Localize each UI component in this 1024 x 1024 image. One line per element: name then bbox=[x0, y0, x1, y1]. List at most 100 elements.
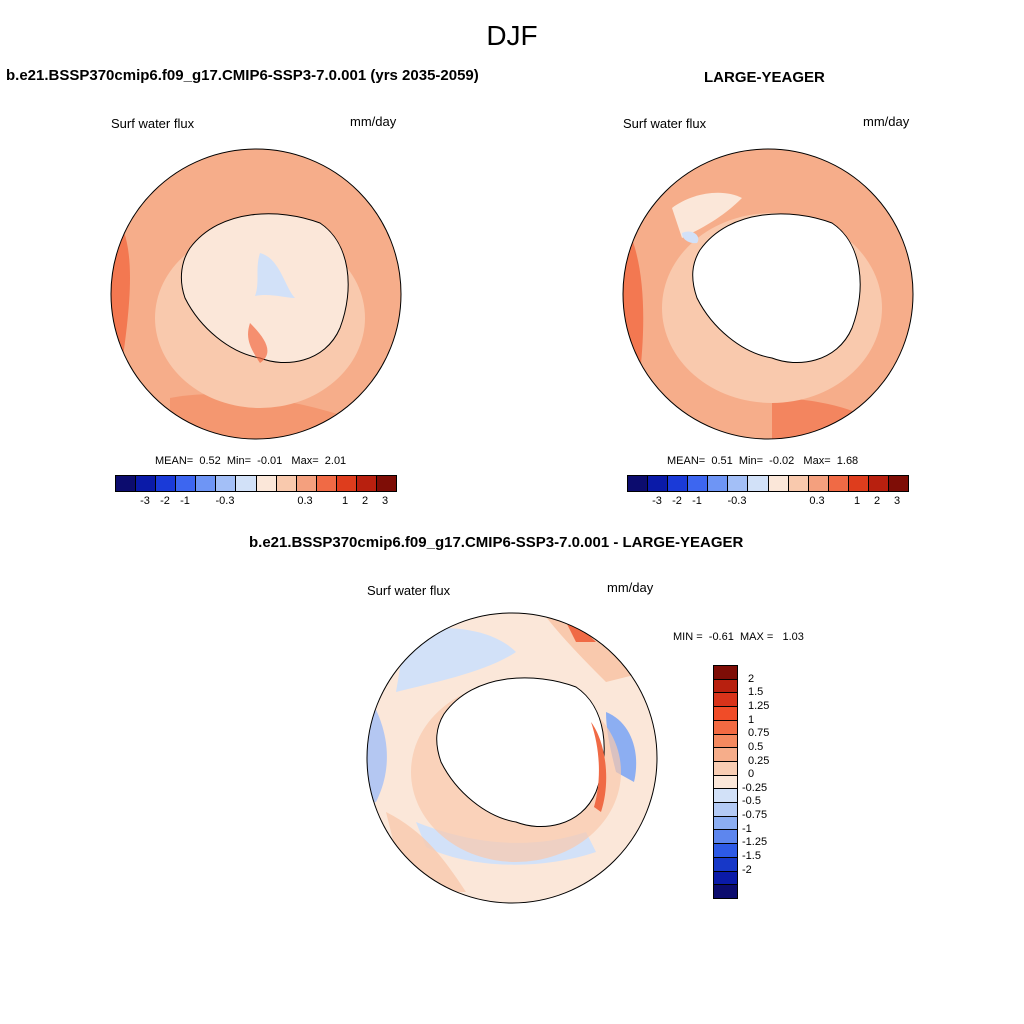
panel3-min: -0.61 bbox=[708, 631, 734, 643]
colorbar-swatch bbox=[116, 476, 137, 491]
colorbar-swatch bbox=[714, 871, 737, 886]
panel3-colorbar bbox=[713, 665, 738, 899]
panel3-stats: MIN = -0.61 MAX = 1.03 bbox=[673, 631, 804, 643]
colorbar-tick-label: -0.3 bbox=[215, 495, 235, 507]
panel3-min-label: MIN = bbox=[673, 631, 703, 643]
colorbar-tick-label: -3 bbox=[140, 495, 150, 507]
panel3-colorbar-ticks: 2 1.5 1.25 1 0.75 0.5 0.25 0 -0.25 -0.5 -0.75 -1 -1.… bbox=[742, 665, 785, 899]
colorbar-swatch bbox=[136, 476, 157, 491]
panel1-variable: Surf water flux bbox=[111, 116, 195, 131]
panel2-max-label: Max= bbox=[803, 455, 831, 467]
colorbar-tick-label: -1.5 bbox=[742, 850, 761, 863]
colorbar-tick-label: -0.3 bbox=[727, 495, 747, 507]
colorbar-swatch bbox=[714, 857, 737, 872]
colorbar-swatch bbox=[768, 476, 789, 491]
colorbar-swatch bbox=[176, 476, 197, 491]
panel1-max: 2.01 bbox=[324, 455, 347, 467]
colorbar-tick-label: 1 bbox=[341, 495, 349, 507]
colorbar-swatch bbox=[708, 476, 729, 491]
colorbar-swatch bbox=[377, 476, 397, 491]
panel3-map bbox=[366, 612, 658, 904]
colorbar-tick-label: -1 bbox=[692, 495, 702, 507]
panel1-units: mm/day bbox=[350, 114, 397, 129]
panel2-mean: 0.51 bbox=[711, 455, 733, 467]
colorbar-swatch bbox=[714, 775, 737, 790]
colorbar-tick-label: -3 bbox=[652, 495, 662, 507]
colorbar-swatch bbox=[828, 476, 849, 491]
colorbar-tick-label: -2 bbox=[160, 495, 170, 507]
colorbar-tick-label: -0.25 bbox=[742, 781, 768, 794]
panel2-min-label: Min= bbox=[738, 455, 764, 467]
panel1-min: -0.01 bbox=[257, 455, 283, 467]
panel2-colorbar bbox=[627, 475, 909, 492]
colorbar-swatch bbox=[296, 476, 317, 491]
colorbar-tick-label: -2 bbox=[672, 495, 682, 507]
panel2-antarctica bbox=[692, 213, 861, 364]
colorbar-tick-label: 0.5 bbox=[748, 740, 764, 753]
colorbar-swatch bbox=[216, 476, 237, 491]
panel2-stats: MEAN= 0.51 Min= -0.02 Max= 1.68 bbox=[667, 455, 858, 467]
panel2-mean-label: MEAN= bbox=[667, 455, 706, 467]
colorbar-swatch bbox=[628, 476, 649, 491]
colorbar-tick-label: 0.25 bbox=[748, 754, 770, 767]
panel3-max: 1.03 bbox=[782, 631, 804, 643]
colorbar-swatch bbox=[196, 476, 217, 491]
colorbar-swatch bbox=[276, 476, 297, 491]
colorbar-tick-label: -1 bbox=[742, 822, 752, 835]
colorbar-swatch bbox=[728, 476, 749, 491]
panel3-max-label: MAX = bbox=[739, 631, 774, 643]
panel1-colorbar bbox=[115, 475, 397, 492]
colorbar-swatch bbox=[748, 476, 769, 491]
panel2-min: -0.02 bbox=[769, 455, 795, 467]
colorbar-swatch bbox=[714, 789, 737, 804]
colorbar-swatch bbox=[714, 679, 737, 694]
panel3-units: mm/day bbox=[607, 580, 654, 595]
colorbar-swatch bbox=[868, 476, 890, 491]
panel1-min-label: Min= bbox=[226, 455, 252, 467]
colorbar-tick-label: 3 bbox=[381, 495, 389, 507]
colorbar-tick-label: -0.75 bbox=[742, 809, 768, 822]
colorbar-swatch bbox=[714, 844, 737, 858]
colorbar-swatch bbox=[256, 476, 277, 491]
colorbar-swatch bbox=[714, 720, 737, 735]
panel3-variable: Surf water flux bbox=[367, 583, 451, 598]
panel1-stats: MEAN= 0.52 Min= -0.01 Max= 2.01 bbox=[155, 455, 346, 467]
panel3-antarctica bbox=[436, 677, 605, 828]
panel1-colorbar-ticks: -3 -2 -1 -0.3 0.3 1 2 3 bbox=[115, 495, 397, 509]
season-title: DJF bbox=[486, 20, 538, 51]
panel1-mean-label: MEAN= bbox=[155, 455, 194, 467]
panel2-max: 1.68 bbox=[836, 455, 859, 467]
colorbar-tick-label: 1 bbox=[748, 713, 755, 726]
colorbar-swatch bbox=[714, 885, 737, 898]
colorbar-swatch bbox=[156, 476, 177, 491]
panel1-mean: 0.52 bbox=[199, 455, 221, 467]
colorbar-tick-label: 2 bbox=[361, 495, 369, 507]
panel1-max-label: Max= bbox=[291, 455, 319, 467]
colorbar-tick-label: -1 bbox=[180, 495, 190, 507]
colorbar-tick-label: 0.75 bbox=[748, 727, 770, 740]
colorbar-tick-label: -0.5 bbox=[742, 795, 761, 808]
panel2-map bbox=[622, 148, 914, 440]
colorbar-swatch bbox=[236, 476, 257, 491]
panel2-colorbar-ticks: -3 -2 -1 -0.3 0.3 1 2 3 bbox=[627, 495, 909, 509]
colorbar-tick-label: 2 bbox=[873, 495, 881, 507]
panel2-variable: Surf water flux bbox=[623, 116, 707, 131]
colorbar-tick-label: 0 bbox=[748, 768, 755, 781]
colorbar-swatch bbox=[808, 476, 829, 491]
colorbar-tick-label: 1.5 bbox=[748, 686, 764, 699]
colorbar-swatch bbox=[714, 693, 737, 708]
colorbar-swatch bbox=[714, 707, 737, 721]
colorbar-swatch bbox=[788, 476, 809, 491]
colorbar-swatch bbox=[889, 476, 909, 491]
colorbar-swatch bbox=[714, 830, 737, 845]
colorbar-swatch bbox=[714, 748, 737, 762]
colorbar-swatch bbox=[714, 816, 737, 831]
colorbar-tick-label: -2 bbox=[742, 863, 752, 876]
panel3-title: b.e21.BSSP370cmip6.f09_g17.CMIP6-SSP3-7.… bbox=[249, 534, 744, 551]
colorbar-swatch bbox=[316, 476, 337, 491]
colorbar-tick-label: 3 bbox=[893, 495, 901, 507]
panel2-units: mm/day bbox=[863, 114, 910, 129]
colorbar-swatch bbox=[668, 476, 689, 491]
colorbar-tick-label: 2 bbox=[748, 672, 755, 685]
colorbar-tick-label: 0.3 bbox=[297, 495, 313, 507]
